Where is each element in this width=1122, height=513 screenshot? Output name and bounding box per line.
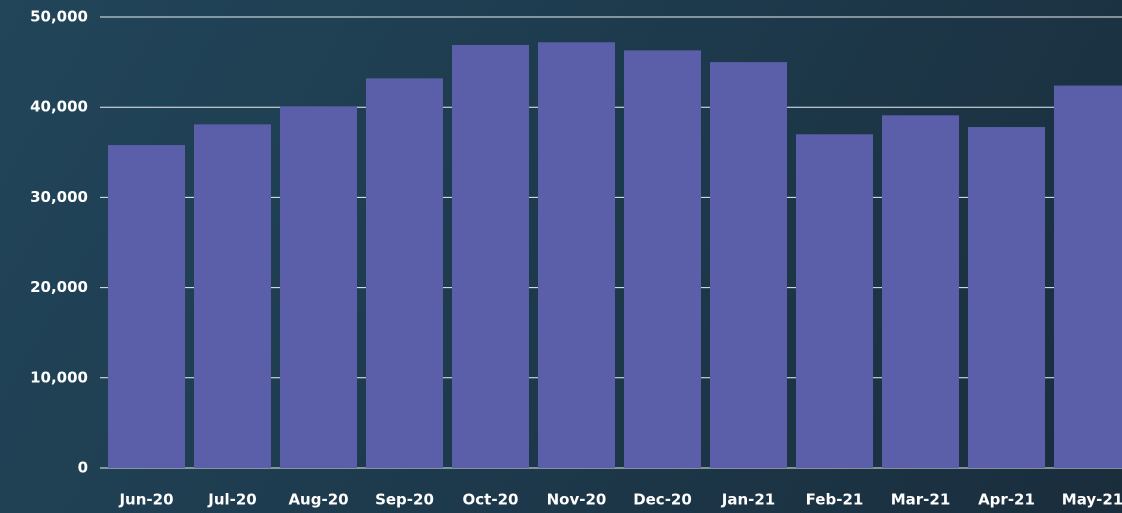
x-tick-label: Mar-21: [891, 491, 951, 509]
bar: [624, 50, 701, 469]
bar: [796, 134, 873, 468]
y-tick-label: 40,000: [30, 98, 88, 116]
y-tick-label: 50,000: [30, 8, 88, 26]
y-tick-label: 0: [78, 459, 88, 477]
bar: [280, 106, 357, 468]
x-tick-label: Nov-20: [547, 491, 607, 509]
y-tick-label: 30,000: [30, 188, 88, 206]
x-tick-label: Jul-20: [207, 491, 257, 509]
bar: [882, 115, 959, 469]
x-tick-label: Oct-20: [463, 491, 519, 509]
x-tick-label: May-21: [1062, 491, 1122, 509]
x-tick-label: Jun-20: [118, 491, 173, 509]
y-tick-label: 20,000: [30, 278, 88, 296]
x-tick-label: Jan-21: [721, 491, 775, 509]
bar: [538, 42, 615, 468]
bar: [452, 44, 529, 468]
x-tick-label: Dec-20: [633, 491, 692, 509]
bar: [1054, 85, 1122, 468]
x-tick-label: Sep-20: [375, 491, 434, 509]
bar: [710, 62, 787, 468]
bar: [366, 78, 443, 468]
bar: [194, 124, 271, 468]
x-tick-label: Aug-20: [288, 491, 348, 509]
bar: [108, 145, 185, 469]
bar: [968, 127, 1045, 468]
x-tick-label: Feb-21: [806, 491, 864, 509]
y-tick-label: 10,000: [30, 368, 88, 386]
x-tick-label: Apr-21: [978, 491, 1035, 509]
